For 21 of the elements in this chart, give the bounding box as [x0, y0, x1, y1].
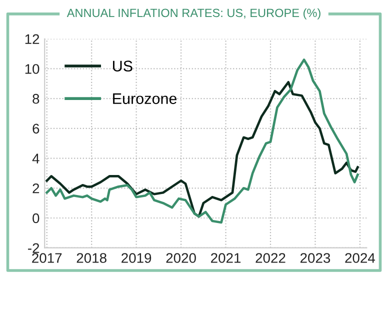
chart-title: ANNUAL INFLATION RATES: US, EUROPE (%) — [66, 8, 320, 20]
y-tick-label: 2 — [32, 183, 40, 194]
x-tick-label: 2024 — [345, 253, 375, 263]
x-tick-label: 2021 — [211, 253, 241, 263]
line-series — [46, 80, 359, 218]
y-tick-label: 10 — [25, 64, 40, 74]
y-tick-label: 6 — [32, 124, 40, 134]
legend-label: Eurozone — [113, 93, 177, 104]
x-tick-label: 2020 — [166, 253, 196, 263]
line-series — [46, 58, 359, 224]
x-tick-label: 2023 — [300, 253, 330, 263]
y-tick-label: 4 — [32, 154, 40, 164]
x-tick-label: 2018 — [76, 253, 106, 263]
y-tick-label: 0 — [32, 213, 40, 224]
x-tick-label: 2022 — [256, 253, 286, 263]
x-tick-label: 2019 — [122, 253, 152, 263]
y-tick-label: -2 — [28, 243, 40, 253]
y-tick-label: 12 — [25, 34, 40, 44]
legend-label: US — [113, 60, 132, 72]
y-tick-label: 8 — [32, 94, 40, 104]
x-tick-label: 2017 — [32, 253, 62, 263]
